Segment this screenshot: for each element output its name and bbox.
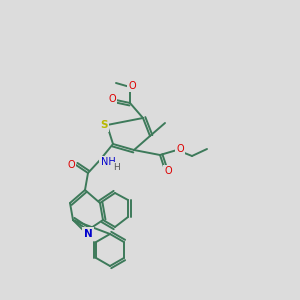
Text: NH: NH [100,157,116,167]
Text: O: O [176,144,184,154]
Text: O: O [108,94,116,104]
Text: O: O [164,166,172,176]
Text: N: N [84,229,92,239]
Text: S: S [100,120,108,130]
Text: O: O [67,160,75,170]
Text: O: O [128,81,136,91]
Text: H: H [114,164,120,172]
